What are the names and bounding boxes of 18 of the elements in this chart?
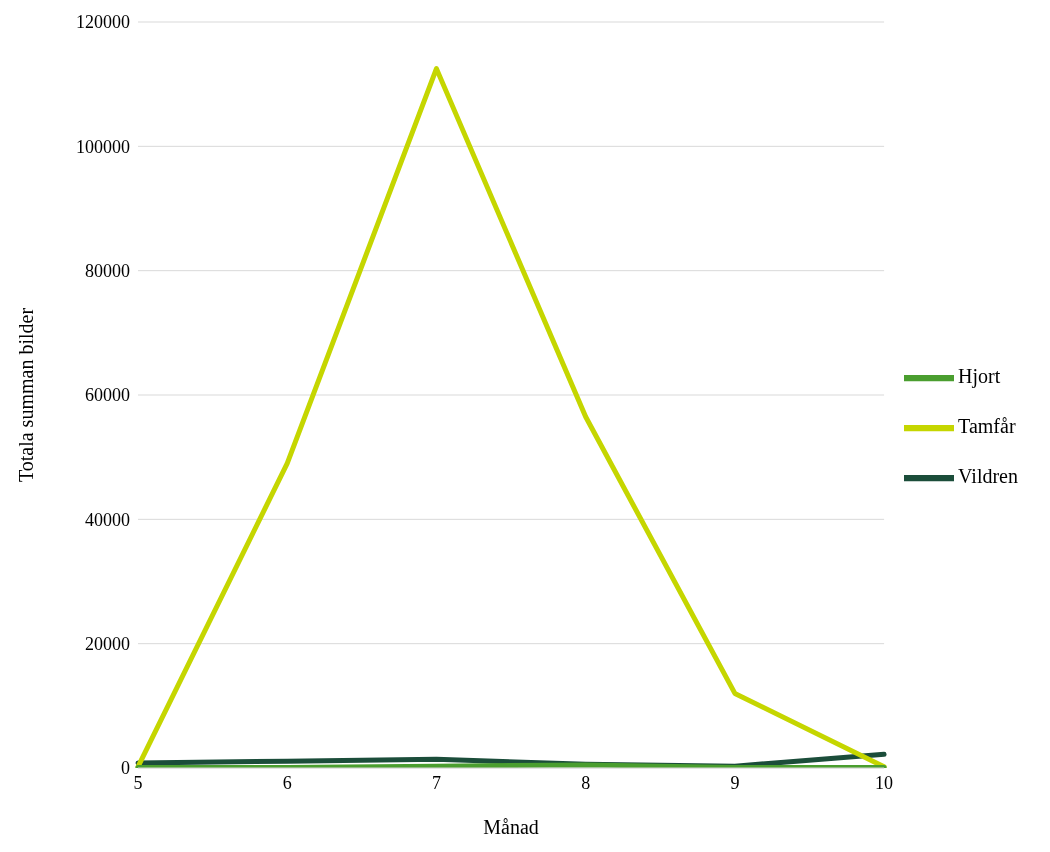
x-tick-label: 7 (431, 772, 441, 793)
legend-label: Tamfår (958, 414, 1016, 437)
x-axis-title: Månad (483, 816, 539, 838)
x-tick-label: 10 (875, 772, 894, 793)
x-tick-label: 9 (730, 772, 740, 793)
x-tick-label: 5 (133, 772, 143, 793)
legend-label: Vildren (958, 464, 1018, 487)
x-tick-label: 6 (282, 772, 292, 793)
legend-label: Hjort (958, 364, 1001, 387)
y-tick-label: 120000 (76, 12, 130, 33)
y-tick-label: 80000 (85, 261, 130, 282)
y-tick-label: 100000 (76, 136, 130, 157)
x-tick-label: 8 (581, 772, 591, 793)
y-tick-label: 0 (121, 758, 130, 779)
y-axis-title: Totala summan bilder (15, 307, 38, 483)
y-tick-label: 60000 (85, 385, 130, 406)
y-tick-label: 40000 (85, 509, 130, 530)
y-tick-label: 20000 (85, 634, 130, 655)
